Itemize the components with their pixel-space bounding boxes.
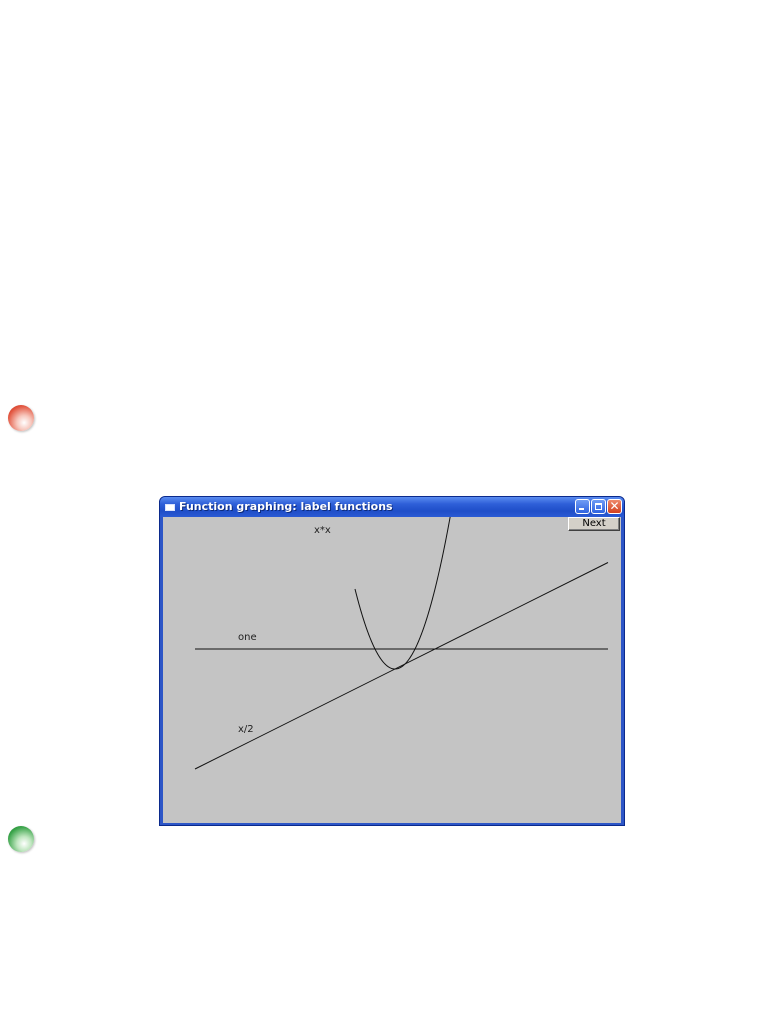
window-icon	[165, 504, 175, 511]
x-squared-label: x*x	[314, 525, 331, 536]
x-half-line	[194, 562, 609, 770]
x-half-label: x/2	[238, 724, 254, 735]
title-bar[interactable]: Function graphing: label functions ✕	[160, 497, 624, 517]
minimize-button[interactable]	[575, 499, 590, 514]
app-window[interactable]: Function graphing: label functions ✕ x*x…	[159, 496, 625, 826]
window-title: Function graphing: label functions	[179, 500, 393, 513]
constant-one-label: one	[238, 632, 257, 643]
next-button[interactable]: Next	[568, 517, 620, 531]
minimize-icon	[579, 508, 584, 510]
green-bullet-icon	[8, 826, 34, 852]
function-graph: x*x one x/2	[194, 517, 609, 770]
maximize-button[interactable]	[591, 499, 606, 514]
red-bullet-icon	[8, 405, 34, 431]
close-button[interactable]: ✕	[607, 499, 622, 514]
graph-canvas: x*x one x/2 Next	[163, 517, 621, 823]
close-icon: ✕	[609, 499, 620, 513]
maximize-icon	[595, 503, 602, 510]
x-squared-curve	[354, 517, 451, 670]
